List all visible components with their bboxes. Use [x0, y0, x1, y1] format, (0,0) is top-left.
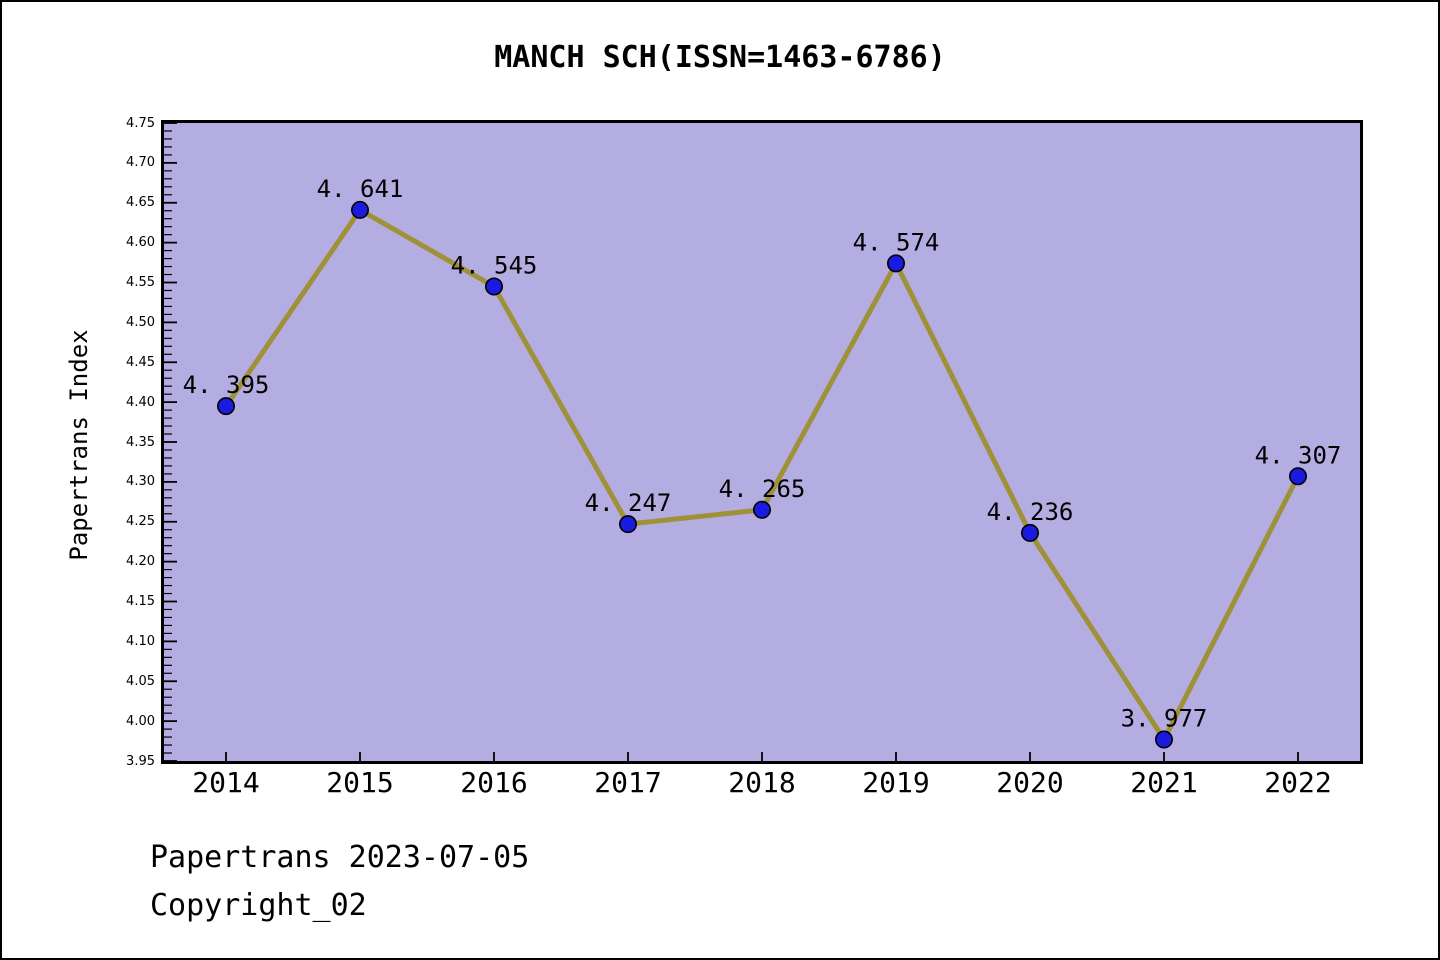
y-tick-label: 4.00 — [126, 713, 155, 729]
y-tick-label: 4.05 — [126, 673, 155, 689]
y-tick-label: 4.20 — [126, 554, 155, 570]
data-point — [484, 277, 503, 296]
y-tick-label: 3.95 — [126, 753, 155, 769]
data-point — [752, 500, 771, 519]
data-point-label: 4. 641 — [317, 175, 404, 203]
x-tick-label: 2018 — [728, 766, 796, 799]
chart-canvas: 4. 395 4. 641 4. 545 4. 247 4. 265 4. 574 4. 2… — [164, 123, 1360, 761]
data-point-label: 4. 265 — [719, 475, 806, 503]
data-point-label: 3. 977 — [1121, 704, 1208, 732]
chart-title: MANCH SCH(ISSN=1463-6786) — [494, 40, 946, 75]
x-tick-label: 2019 — [862, 766, 930, 799]
data-point — [886, 254, 905, 273]
plot-area: 4. 395 4. 641 4. 545 4. 247 4. 265 4. 574 4. 2… — [161, 120, 1363, 764]
data-point — [351, 200, 370, 219]
data-point-label: 4. 574 — [853, 228, 940, 256]
data-point-label: 4. 307 — [1255, 441, 1342, 469]
data-point — [1154, 730, 1173, 749]
x-tick-label: 2015 — [326, 766, 394, 799]
data-point-label: 4. 545 — [451, 251, 538, 279]
y-tick-label: 4.10 — [126, 633, 155, 649]
y-tick-label: 4.60 — [126, 235, 155, 251]
x-tick-label: 2014 — [192, 766, 260, 799]
data-point-label: 4. 247 — [585, 489, 672, 517]
y-tick-label: 4.35 — [126, 434, 155, 450]
y-tick-label: 4.45 — [126, 354, 155, 370]
x-tick-label: 2021 — [1130, 766, 1198, 799]
data-point — [216, 397, 235, 416]
y-tick-label: 4.75 — [126, 115, 155, 131]
x-tick-label: 2016 — [460, 766, 528, 799]
y-tick-label: 4.40 — [126, 394, 155, 410]
data-point — [1289, 467, 1308, 486]
data-point-label: 4. 395 — [183, 371, 270, 399]
footer-copyright: Copyright_02 — [150, 888, 367, 923]
x-tick-label: 2020 — [996, 766, 1064, 799]
y-tick-label: 4.25 — [126, 514, 155, 530]
y-tick-label: 4.55 — [126, 275, 155, 290]
y-tick-label: 4.30 — [126, 474, 155, 490]
x-tick-label: 2017 — [594, 766, 662, 799]
footer-source-date: Papertrans 2023-07-05 — [150, 840, 530, 875]
y-tick-label: 4.65 — [126, 195, 155, 211]
y-tick-label: 4.15 — [126, 594, 155, 609]
data-point — [1020, 523, 1039, 542]
data-point-label: 4. 236 — [987, 498, 1074, 526]
y-tick-label: 4.70 — [126, 155, 155, 171]
y-tick-label: 4.50 — [126, 314, 155, 330]
data-point — [618, 515, 637, 534]
x-tick-label: 2022 — [1264, 766, 1332, 799]
